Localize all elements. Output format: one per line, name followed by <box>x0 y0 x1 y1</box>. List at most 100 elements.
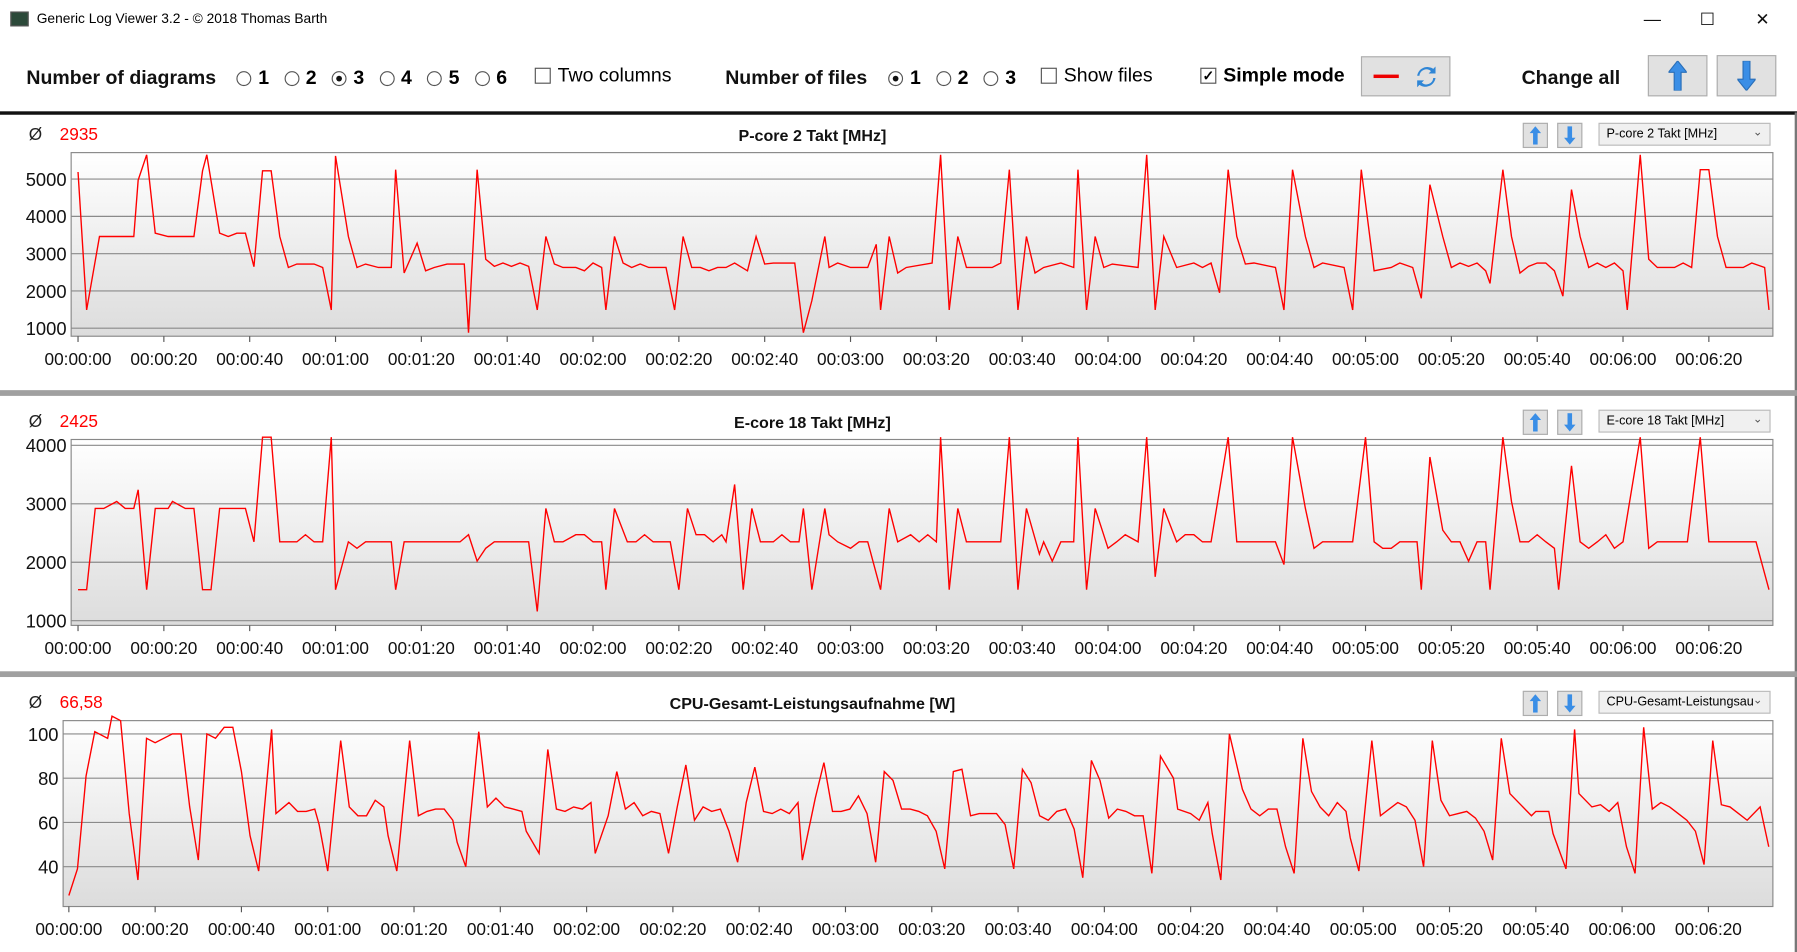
diagrams-radio-3[interactable]: 3 <box>331 66 365 90</box>
arrow-down-icon <box>1564 694 1576 713</box>
checkmark-icon: ✓ <box>1200 67 1217 84</box>
x-tick-label: 00:02:00 <box>553 919 620 939</box>
move-down-button[interactable] <box>1557 690 1583 717</box>
close-icon: ✕ <box>1755 10 1770 30</box>
simple-mode-label: Simple mode <box>1223 64 1345 87</box>
change-all-label: Change all <box>1521 66 1621 89</box>
arrow-down-icon <box>1564 126 1576 145</box>
radio-circle <box>935 70 951 86</box>
files-radio-2[interactable]: 2 <box>935 66 969 90</box>
two-columns-label: Two columns <box>557 64 672 87</box>
radio-circle <box>331 70 347 86</box>
x-tick-label: 00:00:40 <box>216 349 283 369</box>
chart-area: 40 60 80 100 00:00:00 00:00:20 00:00:40 00:01:0… <box>28 715 1774 939</box>
x-tick-label: 00:01:00 <box>294 919 361 939</box>
diagram-title: E-core 18 Takt [MHz] <box>734 413 891 432</box>
x-tick-label: 00:04:20 <box>1157 919 1224 939</box>
x-tick-label: 00:06:20 <box>1675 919 1742 939</box>
x-tick-label: 00:00:40 <box>208 919 275 939</box>
y-tick-label: 40 <box>38 857 58 878</box>
x-tick-label: 00:06:00 <box>1590 349 1657 369</box>
minimize-icon: — <box>1643 9 1662 30</box>
x-tick-label: 00:05:40 <box>1504 638 1571 658</box>
channel-select[interactable]: P-core 2 Takt [MHz] ⌄ <box>1598 122 1771 146</box>
title-bar: Generic Log Viewer 3.2 - © 2018 Thomas B… <box>0 0 1797 37</box>
x-tick-label: 00:04:20 <box>1160 349 1227 369</box>
window-border <box>1794 112 1797 952</box>
y-tick-label: 80 <box>38 768 58 789</box>
minimize-button[interactable]: — <box>1626 5 1679 35</box>
diagrams-radio-1[interactable]: 1 <box>236 67 269 90</box>
arrow-up-icon <box>1529 413 1542 432</box>
change-all-up-button[interactable] <box>1647 55 1708 97</box>
x-tick-label: 00:01:00 <box>302 349 369 369</box>
y-tick-label: 2000 <box>26 281 67 302</box>
chevron-down-icon: ⌄ <box>1752 126 1763 139</box>
channel-select[interactable]: E-core 18 Takt [MHz] ⌄ <box>1598 409 1771 433</box>
arrow-up-icon <box>1529 694 1542 713</box>
move-down-button[interactable] <box>1557 122 1583 149</box>
y-tick-label: 1000 <box>26 611 67 632</box>
average-value: 66,58 <box>59 693 103 713</box>
two-columns-checkbox[interactable]: Two columns <box>534 64 672 87</box>
average-symbol: Ø <box>28 411 43 432</box>
files-radio-label: 1 <box>909 66 921 89</box>
show-files-checkbox[interactable]: Show files <box>1040 64 1153 87</box>
average-symbol: Ø <box>28 693 43 713</box>
move-up-button[interactable] <box>1522 409 1548 435</box>
radio-circle <box>284 70 299 86</box>
average-value: 2935 <box>59 125 98 145</box>
files-radio-1[interactable]: 1 <box>888 67 921 90</box>
x-tick-label: 00:06:20 <box>1675 638 1742 658</box>
change-all-down-button[interactable] <box>1716 55 1777 97</box>
diagrams-radio-5[interactable]: 5 <box>426 66 460 90</box>
diagrams-radio-4[interactable]: 4 <box>379 67 412 90</box>
x-tick-label: 00:01:40 <box>467 919 534 939</box>
diagrams-radio-6[interactable]: 6 <box>474 67 507 90</box>
diagrams-radio-label: 3 <box>353 66 365 89</box>
x-tick-label: 00:03:40 <box>989 638 1056 658</box>
diagrams-radio-label: 5 <box>448 66 460 89</box>
move-down-button[interactable] <box>1557 409 1583 435</box>
radio-circle <box>379 70 395 86</box>
y-tick-label: 3000 <box>26 244 67 265</box>
x-tick-label: 00:04:00 <box>1075 638 1142 658</box>
diagram-title: P-core 2 Takt [MHz] <box>738 126 887 145</box>
red-line-icon <box>1373 74 1399 79</box>
files-radio-label: 3 <box>1005 66 1017 89</box>
x-tick-label: 00:02:40 <box>726 919 793 939</box>
chevron-down-icon: ⌄ <box>1752 413 1763 426</box>
radio-circle <box>474 70 490 86</box>
files-radio-label: 2 <box>957 66 969 89</box>
arrow-down-icon <box>1564 413 1576 432</box>
x-tick-label: 00:03:20 <box>903 638 970 658</box>
number-of-diagrams-label: Number of diagrams <box>26 66 217 89</box>
channel-select[interactable]: CPU-Gesamt-Leistungsau ⌄ <box>1598 690 1771 714</box>
series-line <box>68 715 1770 896</box>
x-tick-label: 00:02:00 <box>560 638 627 658</box>
diagrams-radio-label: 6 <box>496 66 508 89</box>
x-tick-label: 00:06:00 <box>1590 638 1657 658</box>
x-tick-label: 00:01:20 <box>381 919 448 939</box>
move-up-button[interactable] <box>1522 690 1548 717</box>
chevron-down-icon: ⌄ <box>1752 694 1763 707</box>
y-tick-label: 100 <box>28 724 59 745</box>
diagrams-radio-2[interactable]: 2 <box>284 67 317 90</box>
x-tick-label: 00:00:20 <box>122 919 189 939</box>
y-tick-label: 2000 <box>26 552 67 573</box>
y-tick-label: 4000 <box>26 435 67 456</box>
line-color-refresh-button[interactable] <box>1360 56 1451 97</box>
y-tick-label: 3000 <box>26 494 67 515</box>
refresh-icon <box>1417 65 1436 87</box>
checkbox-box <box>1040 67 1057 84</box>
simple-mode-checkbox[interactable]: ✓ Simple mode <box>1200 64 1345 87</box>
move-up-button[interactable] <box>1522 122 1548 149</box>
window-title: Generic Log Viewer 3.2 - © 2018 Thomas B… <box>36 10 328 27</box>
y-tick-label: 60 <box>38 812 58 833</box>
files-radio-3[interactable]: 3 <box>983 67 1016 90</box>
x-tick-label: 00:05:20 <box>1418 349 1485 369</box>
close-button[interactable]: ✕ <box>1736 5 1789 35</box>
maximize-button[interactable]: ☐ <box>1681 5 1734 35</box>
diagrams-radio-label: 1 <box>258 66 270 89</box>
x-tick-label: 00:03:00 <box>812 919 879 939</box>
